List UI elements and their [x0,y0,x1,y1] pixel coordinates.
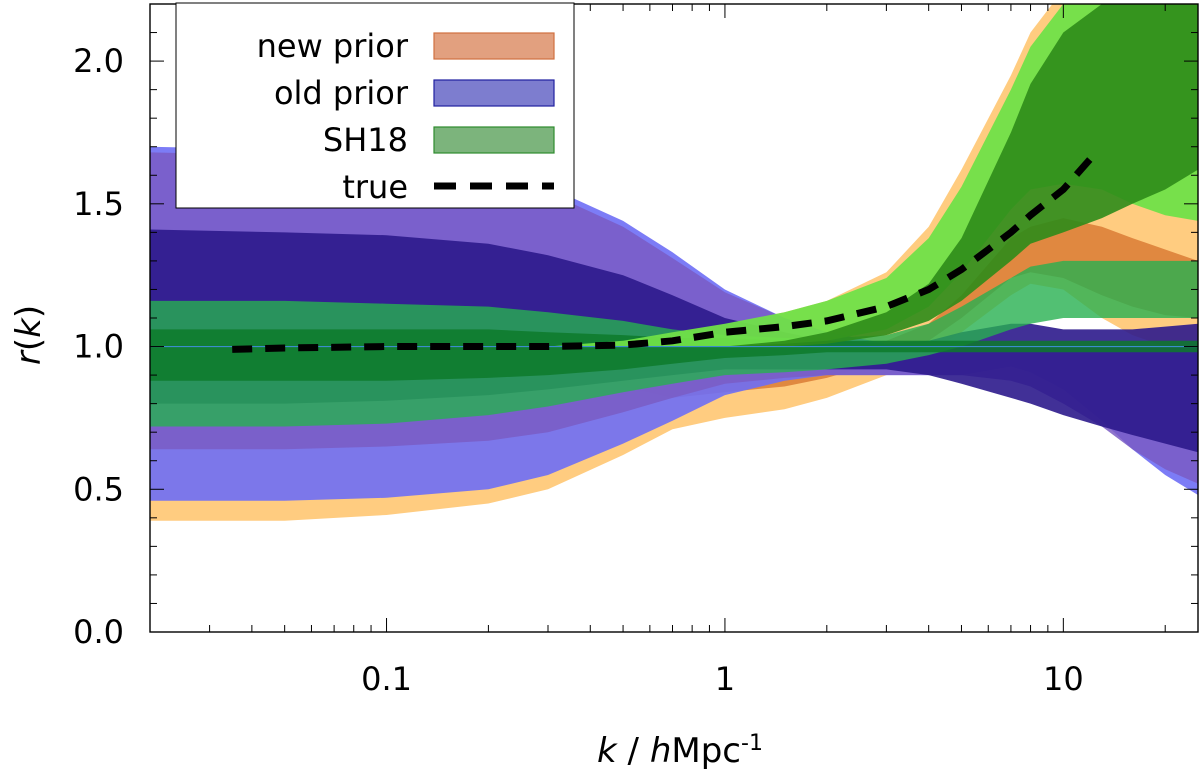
y-axis-title: r(k) [9,305,49,365]
y-axis-open: ( [9,338,49,351]
y-tick-label: 0.0 [73,613,124,651]
y-tick-label: 1.5 [73,185,124,223]
ticks-layer [149,3,1198,633]
legend-label-sh18: SH18 [323,121,408,159]
legend-label-new-prior: new prior [257,27,409,65]
legend: new prior old prior SH18 true [175,2,575,209]
x-axis-unit-sup: -1 [741,731,763,756]
x-axis-var: k [597,731,618,771]
y-axis-func: r [9,349,49,365]
x-axis-unit-h: h [650,731,672,771]
x-tick-label: 0.1 [361,660,412,698]
x-tick-label: 10 [1043,660,1084,698]
x-axis-title: k / hMpc-1 [597,731,763,772]
band-sh18-2 [150,4,1198,347]
x-axis-unit: Mpc [671,731,741,771]
legend-label-true: true [342,168,408,206]
y-tick-label: 0.5 [73,470,124,508]
y-axis-var: k [9,317,49,338]
true-line [232,150,1099,353]
y-tick-label: 1.0 [73,328,124,366]
x-tick-label: 1 [715,660,735,698]
x-axis-sep: / [617,731,650,771]
true-line-layer [232,150,1099,353]
y-axis-close: ) [9,305,49,318]
y-tick-label: 2.0 [73,42,124,80]
legend-swatch-new-prior [433,32,555,60]
legend-label-old-prior: old prior [274,74,409,112]
band-sh18-1 [150,329,1198,381]
tick-labels-layer: 0.1 1 10 0.0 0.5 1.0 1.5 2.0 [73,42,1084,698]
legend-swatch-old-prior [433,79,555,107]
band-sh18-3 [150,4,1198,347]
legend-swatch-sh18 [433,126,555,154]
